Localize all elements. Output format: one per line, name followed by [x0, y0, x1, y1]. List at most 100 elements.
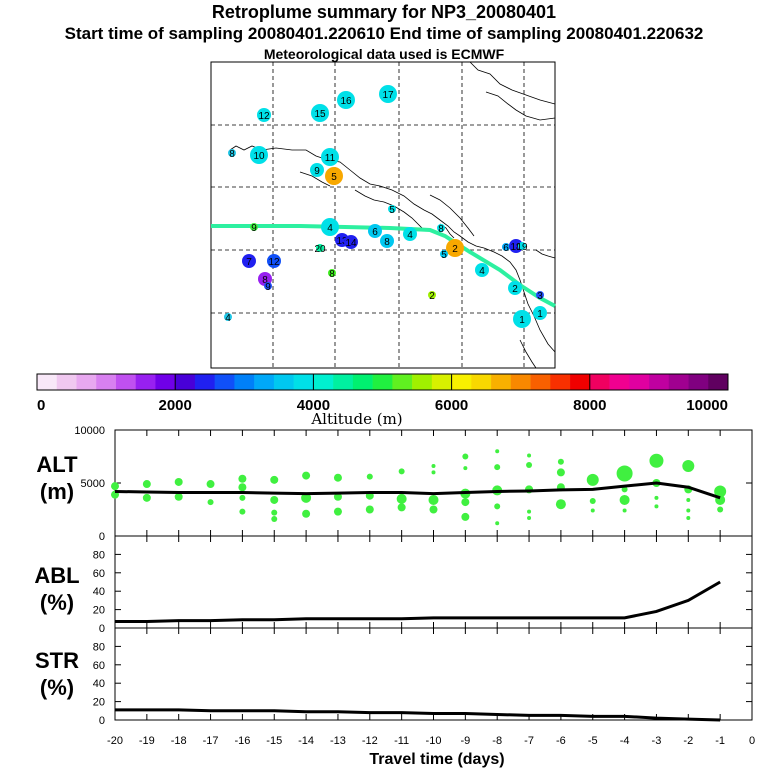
cluster-marker	[257, 108, 271, 122]
map-cluster-6: 3	[536, 291, 544, 302]
colorbar-cell	[352, 374, 373, 390]
map-cluster-33: 17	[379, 85, 397, 103]
cluster-marker	[379, 85, 397, 103]
y-tick-label: 60	[93, 568, 105, 580]
cluster-marker	[475, 263, 489, 277]
cluster-marker	[368, 224, 382, 238]
y-axis-label: ALT	[36, 452, 78, 477]
cluster-label: 8	[329, 269, 335, 280]
altitude-point	[239, 508, 246, 515]
cluster-marker	[502, 243, 510, 251]
colorbar-tick-label: 6000	[435, 397, 468, 414]
altitude-point	[527, 515, 532, 520]
cluster-marker	[242, 254, 256, 268]
colorbar-ticks: 0 2000 4000 6000 8000 10000	[36, 374, 729, 414]
cluster-marker	[533, 306, 547, 320]
altitude-points	[111, 449, 727, 526]
colorbar-cell	[76, 374, 97, 390]
colorbar-cell	[56, 374, 77, 390]
colorbar-cell	[194, 374, 215, 390]
altitude-point	[238, 483, 247, 492]
altitude-point	[461, 512, 470, 521]
y-tick-label: 40	[93, 678, 105, 690]
colorbar-cell	[550, 374, 571, 390]
map-frame	[210, 61, 556, 369]
altitude-point	[555, 499, 566, 510]
coastlines	[229, 61, 556, 369]
map-cluster-35: 19	[516, 242, 528, 253]
map-cluster-13: 5	[325, 167, 343, 185]
cluster-marker	[437, 224, 445, 232]
x-tick-label: -8	[492, 735, 502, 747]
altitude-point	[586, 473, 599, 486]
cluster-label: 5	[331, 172, 337, 183]
map-cluster-12: 5	[440, 250, 448, 261]
cluster-label: 4	[327, 223, 333, 234]
cluster-marker	[508, 281, 522, 295]
x-tick-label: -19	[139, 735, 155, 747]
cluster-marker	[311, 104, 329, 122]
altitude-point	[207, 499, 214, 506]
x-axis-label: Travel time (days)	[369, 751, 504, 768]
map-cluster-21: 8	[437, 224, 445, 235]
colorbar-cell	[175, 374, 196, 390]
map-cluster-9: 4	[475, 263, 489, 277]
map-cluster-3: 2	[446, 239, 464, 257]
colorbar-cell	[649, 374, 670, 390]
cluster-label: 8	[262, 275, 268, 286]
colorbar-cell	[273, 374, 294, 390]
y-tick-label: 0	[99, 623, 105, 635]
x-tick-label: -15	[266, 735, 282, 747]
cluster-label: 11	[325, 153, 336, 164]
map-cluster-2: 1	[533, 306, 547, 320]
str-line	[115, 708, 721, 722]
colorbar-cell	[155, 374, 176, 390]
cluster-label: 15	[314, 109, 326, 120]
map-cluster-26: 11	[321, 148, 339, 166]
map-cluster-11: 5	[388, 205, 396, 216]
cluster-label: 8	[229, 149, 235, 160]
colorbar-cell	[471, 374, 492, 390]
cluster-label: 12	[258, 111, 270, 122]
altitude-point	[365, 505, 374, 514]
altitude-point	[682, 460, 695, 473]
colorbar-cell	[708, 374, 729, 390]
cluster-marker	[388, 205, 396, 213]
altitude-point	[333, 507, 342, 516]
altitude-point	[590, 508, 595, 513]
altitude-point	[495, 449, 500, 454]
cluster-marker	[325, 167, 343, 185]
altitude-point	[333, 492, 342, 501]
cluster-marker	[380, 234, 394, 248]
altitude-point	[397, 503, 406, 512]
y-tick-label: 80	[93, 549, 105, 561]
altitude-point	[463, 466, 468, 471]
altitude-point	[271, 516, 278, 523]
cluster-marker	[310, 163, 324, 177]
x-tick-label: -10	[426, 735, 442, 747]
x-tick-label: -3	[652, 735, 662, 747]
cluster-marker	[321, 148, 339, 166]
x-tick-label: -13	[330, 735, 346, 747]
colorbar-cell	[609, 374, 630, 390]
cluster-marker	[224, 313, 232, 321]
cluster-marker	[228, 149, 236, 157]
cluster-label: 3	[537, 291, 543, 302]
x-tick-label: -4	[620, 735, 630, 747]
altitude-point	[111, 482, 119, 491]
cluster-label: 9	[314, 166, 320, 177]
y-tick-label: 5000	[81, 478, 105, 490]
map-cluster-4: 2	[508, 281, 522, 295]
colorbar: 0 2000 4000 6000 8000 10000 Altitude (m)	[36, 373, 729, 428]
x-tick-label: -11	[394, 735, 409, 747]
altitude-point	[526, 461, 533, 468]
x-tick-label: -5	[588, 735, 598, 747]
altitude-point	[714, 485, 727, 498]
colorbar-tick-label: 10000	[686, 397, 728, 414]
y-axis-label: (%)	[40, 590, 74, 615]
altitude-point	[589, 498, 596, 505]
cluster-label: 16	[340, 96, 352, 107]
x-tick-label: -7	[524, 735, 534, 747]
y-axis-label: STR	[35, 648, 79, 673]
